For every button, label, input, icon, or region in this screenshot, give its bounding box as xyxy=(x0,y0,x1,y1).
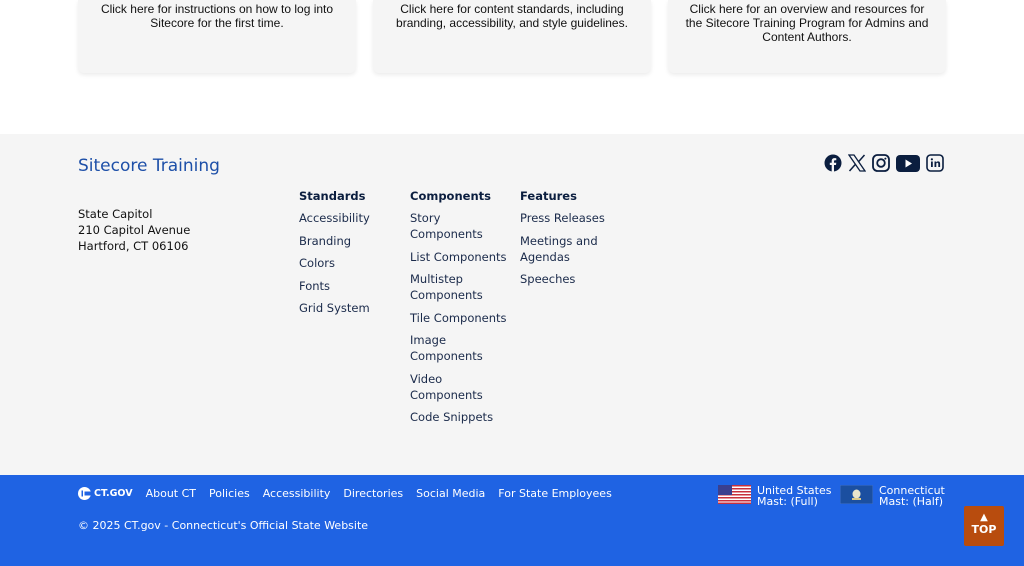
address-line: State Capitol xyxy=(78,207,153,221)
ct-flag-icon xyxy=(840,485,873,504)
state-links: CT.GOV About CT Policies Accessibility D… xyxy=(78,487,612,500)
footer-link[interactable]: Accessibility xyxy=(299,211,370,225)
linkedin-icon[interactable] xyxy=(926,154,944,172)
footer-link[interactable]: Speeches xyxy=(520,272,576,286)
footer-link[interactable]: Video Components xyxy=(410,371,483,402)
column-heading: Components xyxy=(410,189,491,203)
column-features: Features Press Releases Meetings and Age… xyxy=(520,189,610,294)
footer-link[interactable]: Grid System xyxy=(299,301,370,315)
link-state-employees[interactable]: For State Employees xyxy=(498,487,612,500)
link-social-media[interactable]: Social Media xyxy=(416,487,486,500)
youtube-icon[interactable] xyxy=(896,154,920,172)
site-title[interactable]: Sitecore Training xyxy=(78,156,220,176)
mast-status: Mast: (Half) xyxy=(879,495,944,508)
mast-name: Connecticut xyxy=(879,484,945,497)
link-policies[interactable]: Policies xyxy=(209,487,250,500)
ctgov-logo[interactable]: CT.GOV xyxy=(78,487,133,500)
card-program[interactable]: Click here for an overview and resources… xyxy=(668,0,946,73)
column-heading: Standards xyxy=(299,189,366,203)
card-standards[interactable]: Click here for content standards, includ… xyxy=(373,0,651,73)
ct-flag-status[interactable]: Connecticut Mast: (Half) xyxy=(840,485,945,507)
footer-link[interactable]: Press Releases xyxy=(520,211,605,225)
footer-link[interactable]: Story Components xyxy=(410,211,483,241)
state-footer-bar: CT.GOV About CT Policies Accessibility D… xyxy=(0,475,1024,566)
card-text: Click here for content standards, includ… xyxy=(396,2,628,30)
card-login[interactable]: Click here for instructions on how to lo… xyxy=(78,0,356,73)
instagram-icon[interactable] xyxy=(872,154,890,172)
mast-name: United States xyxy=(757,484,832,497)
top-label: TOP xyxy=(971,523,997,536)
footer-link[interactable]: Colors xyxy=(299,256,336,270)
address-line: 210 Capitol Avenue xyxy=(78,223,191,237)
column-heading: Features xyxy=(520,189,577,203)
card-row: Click here for instructions on how to lo… xyxy=(78,0,946,73)
logo-text: CT.GOV xyxy=(94,488,133,499)
back-to-top-button[interactable]: ▲ TOP xyxy=(964,506,1004,546)
footer-link[interactable]: Image Components xyxy=(410,333,483,363)
footer-link[interactable]: Fonts xyxy=(299,278,331,293)
card-text: Click here for an overview and resources… xyxy=(685,2,929,44)
link-accessibility[interactable]: Accessibility xyxy=(262,487,331,500)
footer-link[interactable]: Multistep Components xyxy=(410,272,483,302)
column-components: Components Story Components List Compone… xyxy=(410,189,508,432)
x-icon[interactable] xyxy=(848,154,866,172)
chevron-up-icon: ▲ xyxy=(980,512,988,523)
footer-link[interactable]: List Components xyxy=(410,249,507,264)
footer-link[interactable]: Meetings and Agendas xyxy=(520,233,598,264)
us-flag-status[interactable]: United States Mast: (Full) xyxy=(718,485,832,507)
social-links xyxy=(824,154,944,172)
footer-link[interactable]: Branding xyxy=(299,233,352,248)
us-flag-icon xyxy=(718,485,751,504)
ctgov-logo-icon xyxy=(78,487,91,500)
address-line: Hartford, CT 06106 xyxy=(78,239,189,253)
address: State Capitol 210 Capitol Avenue Hartfor… xyxy=(78,206,190,254)
column-standards: Standards Accessibility Branding Colors … xyxy=(299,189,399,323)
footer-link[interactable]: Code Snippets xyxy=(410,410,494,424)
mast-status: Mast: (Full) xyxy=(757,495,818,508)
footer-link[interactable]: Tile Components xyxy=(410,310,507,325)
footer: Sitecore Training State Capitol 210 Capi… xyxy=(0,134,1024,475)
facebook-icon[interactable] xyxy=(824,154,842,172)
card-text: Click here for instructions on how to lo… xyxy=(100,2,334,30)
link-about-ct[interactable]: About CT xyxy=(145,487,197,500)
copyright: © 2025 CT.gov - Connecticut's Official S… xyxy=(78,519,369,532)
link-directories[interactable]: Directories xyxy=(343,487,404,500)
